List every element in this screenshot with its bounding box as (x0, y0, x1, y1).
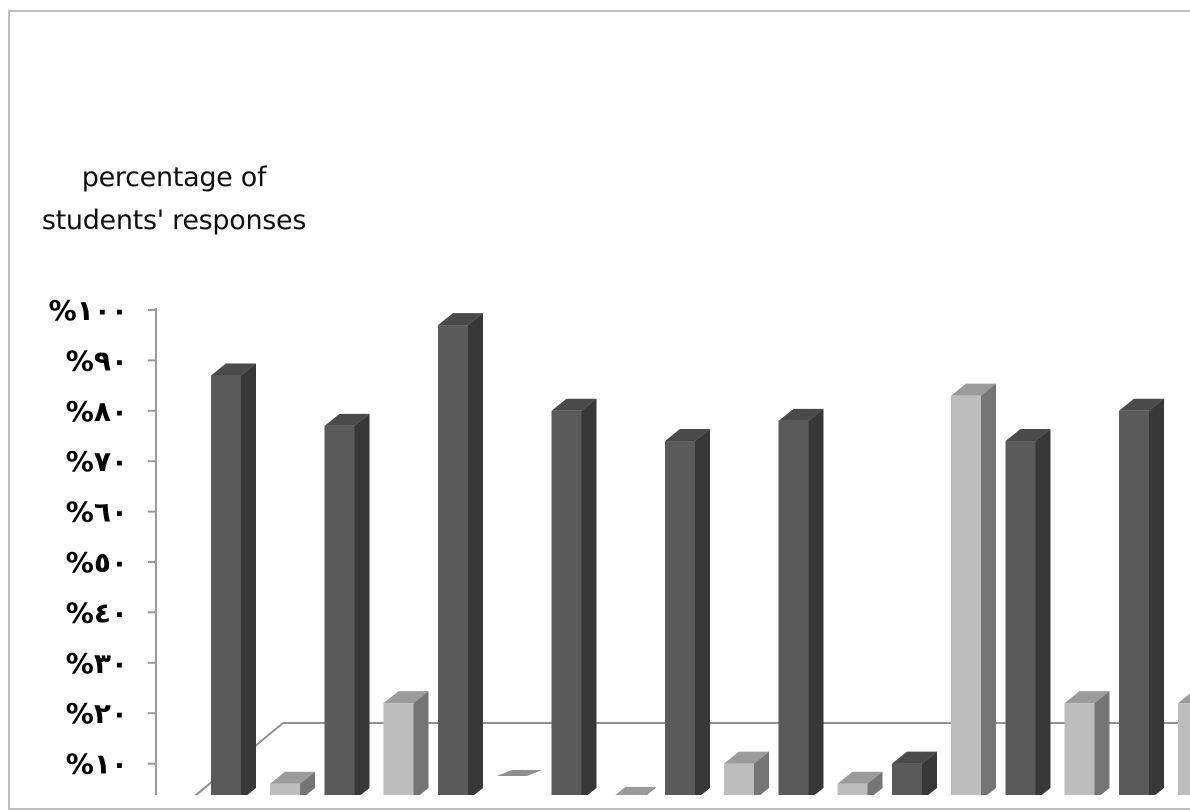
bar-dark-6-top (778, 408, 824, 421)
y-tick-label: %٧٠ (66, 445, 128, 478)
bar-light-1-top (270, 771, 315, 784)
bar-dark-8 (1005, 429, 1051, 795)
bar-dark-3 (438, 313, 483, 795)
bar-light-8-front (1064, 703, 1095, 795)
bar-dark-7 (892, 751, 937, 795)
bar-light-8-side (1094, 691, 1110, 795)
bar-light-5-front (724, 763, 754, 795)
bar-light-2-side (413, 691, 429, 795)
bar-light-2-front (383, 703, 414, 795)
bar-light-9 (1178, 693, 1190, 795)
bar-dark-7-side (922, 751, 937, 795)
bar-light-6-side (867, 771, 883, 795)
y-axis-label-line-1: percentage of (81, 162, 267, 193)
bar-light-3-top (497, 770, 542, 776)
bar-light-6-front (837, 783, 868, 795)
bar-dark-2-front (324, 425, 355, 795)
y-axis-label: percentage of students' responses (14, 156, 334, 242)
bar-light-5-top (724, 751, 769, 764)
bar-dark-4 (551, 398, 597, 795)
bar-light-7-side (981, 383, 996, 795)
bar-dark-7-top (892, 751, 937, 764)
bar-dark-5-side (695, 429, 710, 795)
bar-dark-4-front (551, 410, 582, 795)
bar-dark-8-side (1035, 429, 1051, 795)
bar-dark-6 (778, 408, 824, 795)
y-tick-label: %٩٠ (66, 344, 128, 377)
bar-dark-8-front (1005, 441, 1036, 795)
bar-light-5-side (754, 751, 769, 795)
bar-light-7 (951, 383, 996, 795)
y-tick-label: %٦٠ (66, 496, 128, 529)
bar-dark-9-top (1119, 398, 1164, 411)
bar-dark-6-front (778, 420, 809, 795)
bar-light-7-front (951, 395, 981, 795)
bar-dark-9 (1119, 398, 1164, 795)
bar-light-5 (724, 751, 769, 795)
bar-dark-3-top (438, 313, 483, 326)
bar-dark-1-front (211, 375, 241, 795)
bar-dark-9-side (1149, 398, 1164, 795)
bar-dark-3-front (438, 325, 468, 795)
bar-dark-9-front (1119, 410, 1149, 795)
bar-light-8 (1064, 691, 1110, 795)
bar-light-6-top (837, 771, 883, 784)
y-tick-label: %٤٠ (66, 596, 128, 629)
bar-dark-5 (665, 429, 710, 795)
bar-dark-1-top (211, 363, 256, 376)
bar-dark-1-side (241, 363, 256, 795)
bar-dark-2 (324, 413, 370, 795)
bar-light-8-top (1064, 691, 1110, 704)
bar-dark-8-top (1005, 429, 1051, 442)
bar-light-4 (615, 786, 656, 795)
bar-light-4-side (645, 786, 656, 795)
bar-dark-2-top (324, 413, 370, 426)
bar-light-9-top (1178, 693, 1190, 704)
bar-dark-6-side (808, 408, 824, 795)
bar-dark-5-top (665, 429, 710, 442)
bar-dark-4-top (551, 398, 597, 411)
bar-dark-2-side (354, 413, 370, 795)
bar-light-1-side (300, 771, 315, 795)
bar-light-1 (270, 771, 315, 795)
bar-light-2 (383, 691, 429, 795)
bar-dark-1 (211, 363, 256, 795)
bar-light-7-top (951, 383, 996, 396)
bar-light-2-top (383, 691, 429, 704)
bar-light-6 (837, 771, 883, 795)
bar-dark-4-side (581, 398, 597, 795)
y-tick-label: %٨٠ (66, 395, 128, 428)
bar-dark-5-front (665, 441, 695, 795)
y-tick-label: %١٠ (66, 748, 128, 781)
bar-dark-3-side (468, 313, 483, 795)
y-tick-label: %٢٠ (66, 697, 128, 730)
y-tick-label: %١٠٠ (49, 294, 128, 327)
bar-light-9-front (1178, 703, 1190, 795)
bar-dark-7-front (892, 763, 922, 795)
y-tick-label: %٣٠ (66, 647, 128, 680)
bar-light-1-front (270, 783, 300, 795)
bar-light-4-top (615, 786, 656, 795)
y-tick-label: %٥٠ (66, 546, 128, 579)
y-axis-label-line-2: students' responses (41, 205, 307, 236)
